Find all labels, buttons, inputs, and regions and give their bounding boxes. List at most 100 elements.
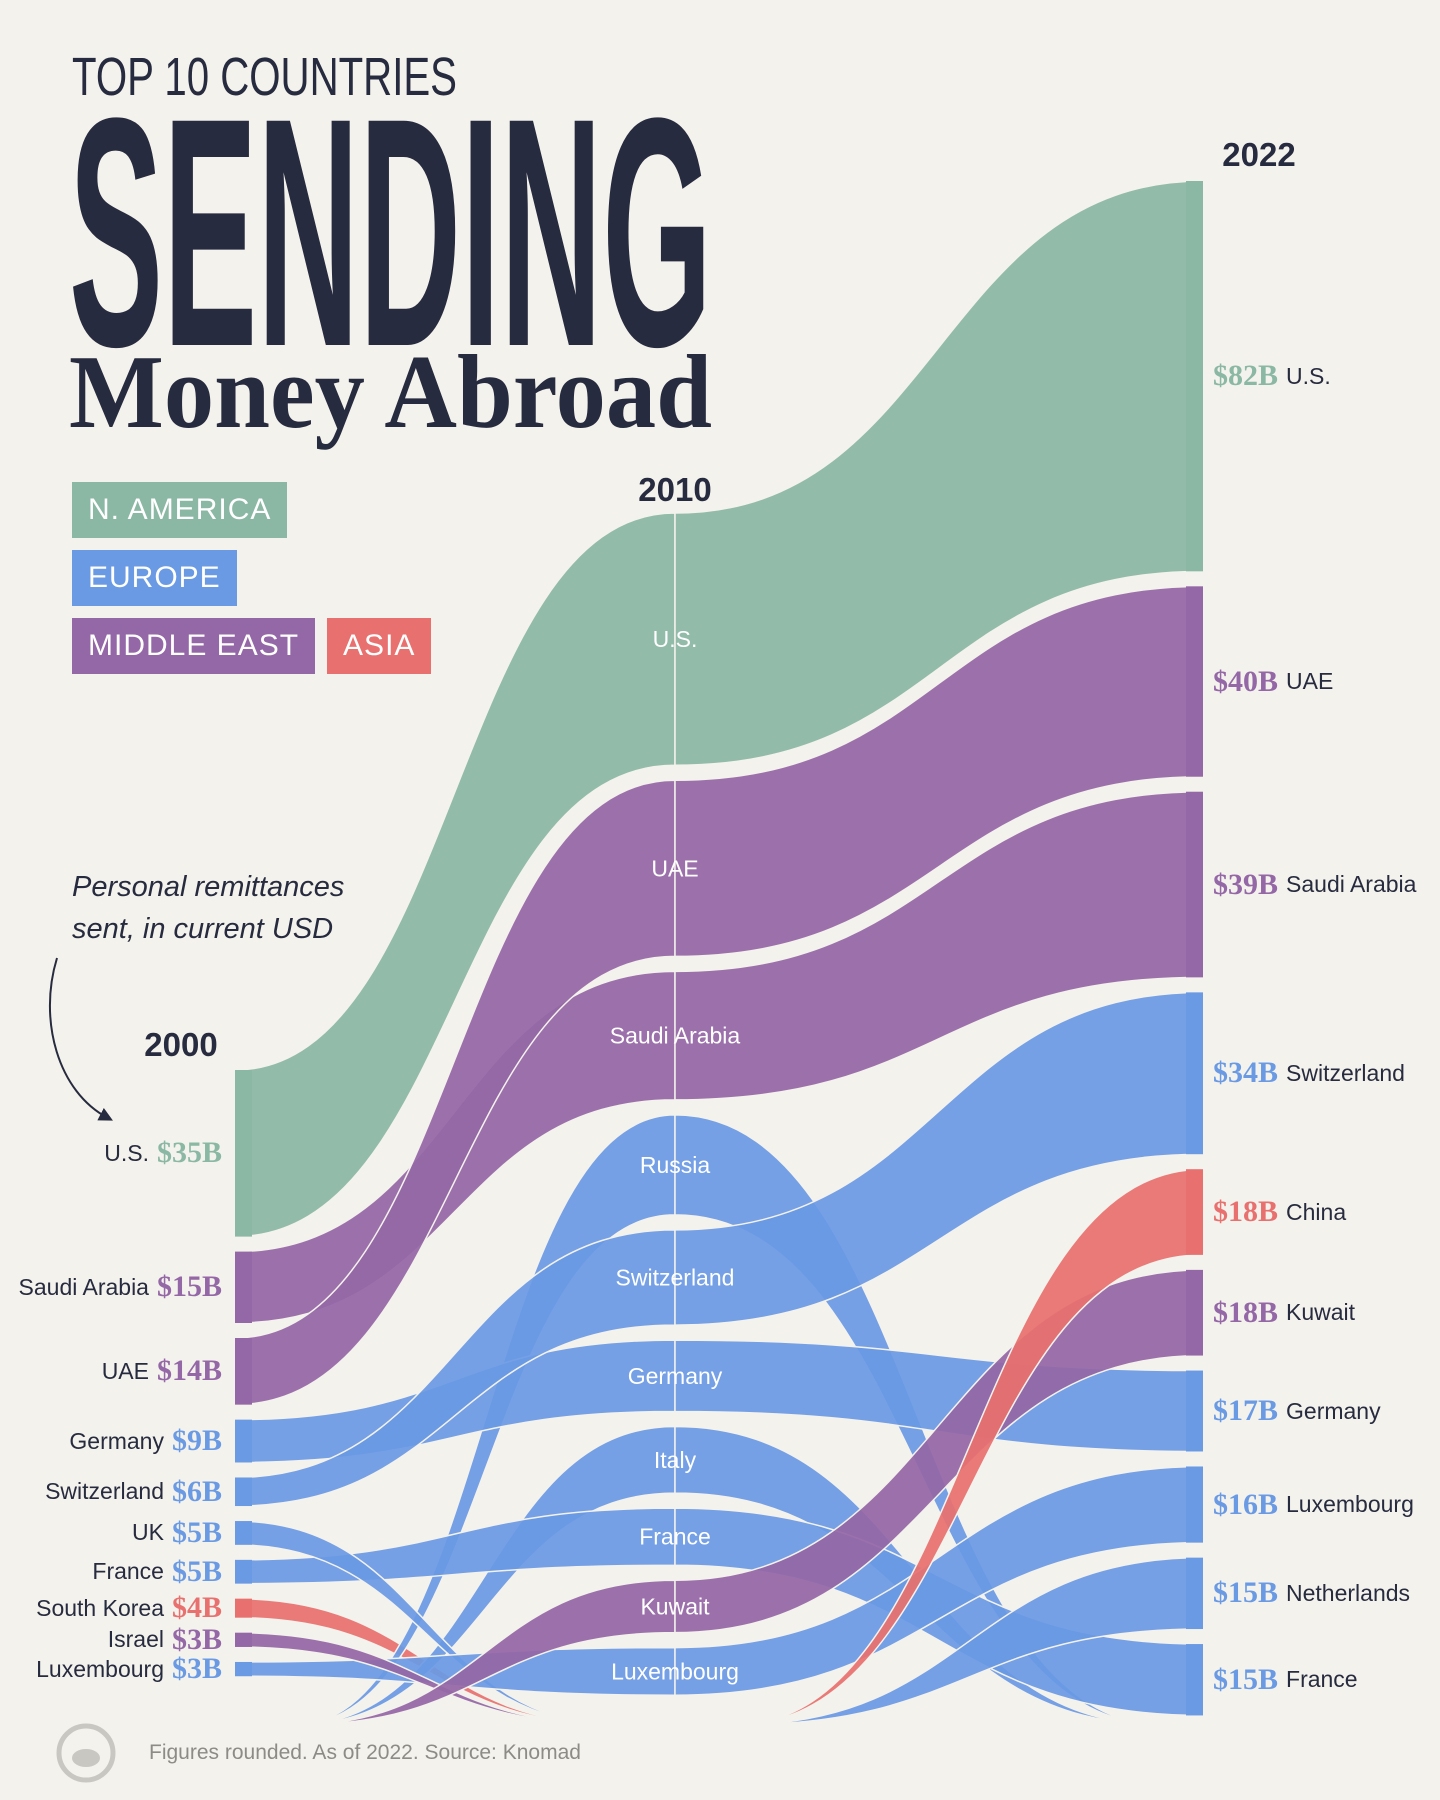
legend-item: ASIA	[327, 618, 432, 674]
value-label: $82B	[1213, 359, 1279, 393]
node-bar	[235, 1521, 252, 1545]
subtitle: Money Abroad	[69, 333, 712, 450]
country-name: Luxembourg	[36, 1655, 164, 1682]
node-label: UK $5B	[132, 1516, 222, 1550]
node-label: $40B UAE	[1213, 665, 1333, 699]
country-name: China	[1286, 1198, 1347, 1225]
value-label: $17B	[1213, 1394, 1279, 1428]
value-label: $15B	[1213, 1662, 1279, 1696]
value-label: $16B	[1213, 1487, 1279, 1521]
labels-2010: U.S. UAE Saudi Arabia Switzerland Kuwait Germ…	[610, 626, 741, 1684]
node-bar	[235, 1070, 252, 1237]
country-name: Saudi Arabia	[1286, 871, 1417, 898]
node-bar	[235, 1251, 252, 1323]
band-label: Russia	[640, 1152, 711, 1178]
node-bar	[1186, 1370, 1203, 1452]
node-label: U.S. $35B	[104, 1136, 222, 1170]
value-label: $5B	[171, 1554, 222, 1588]
node-bar	[1186, 181, 1203, 572]
node-label: Germany $9B	[69, 1424, 222, 1458]
value-label: $18B	[1213, 1195, 1279, 1229]
band-label: Kuwait	[640, 1593, 710, 1619]
node-label: $17B Germany	[1213, 1394, 1381, 1428]
node-label: Saudi Arabia $15B	[19, 1270, 222, 1304]
value-label: $3B	[171, 1622, 222, 1656]
node-label: $16B Luxembourg	[1213, 1488, 1414, 1522]
value-label: $14B	[156, 1354, 222, 1388]
node-bar	[235, 1419, 252, 1463]
node-bar	[1186, 992, 1203, 1155]
legend-item: MIDDLE EAST	[72, 618, 316, 674]
node-bar	[1186, 586, 1203, 777]
value-label: $35B	[156, 1136, 222, 1170]
node-label: $34B Switzerland	[1213, 1056, 1405, 1090]
source: Figures rounded. As of 2022. Source: Kno…	[149, 1741, 581, 1764]
legend-item: EUROPE	[72, 550, 237, 606]
node-bar	[1186, 1466, 1203, 1543]
node-label: $18B Kuwait	[1213, 1296, 1355, 1330]
node-label: $18B China	[1213, 1195, 1346, 1229]
node-label: Luxembourg $3B	[36, 1652, 222, 1686]
value-label: $9B	[171, 1424, 222, 1458]
node-label: South Korea $4B	[36, 1591, 222, 1625]
band-label: Saudi Arabia	[610, 1023, 741, 1049]
country-name: Netherlands	[1286, 1579, 1411, 1606]
logo	[56, 1723, 116, 1783]
country-name: UK	[132, 1519, 164, 1546]
node-bar	[1186, 1557, 1203, 1630]
node-bar	[235, 1559, 252, 1584]
value-label: $15B	[156, 1270, 222, 1304]
value-label: $4B	[171, 1591, 222, 1625]
node-label: $15B France	[1213, 1663, 1358, 1697]
node-label: Israel $3B	[108, 1623, 222, 1657]
node-label: $39B Saudi Arabia	[1213, 868, 1416, 902]
value-label: $15B	[1213, 1576, 1279, 1610]
country-name: UAE	[1286, 668, 1334, 695]
node-label: Switzerland $6B	[45, 1475, 222, 1509]
node-bar	[235, 1661, 252, 1677]
country-name: Germany	[1286, 1397, 1381, 1424]
annotation: Personal remittances sent, in current US…	[72, 871, 345, 946]
country-name: South Korea	[36, 1594, 164, 1621]
band-label: Italy	[654, 1447, 697, 1473]
legend-item: N. AMERICA	[72, 482, 288, 538]
node-label: $15B Netherlands	[1213, 1576, 1410, 1610]
country-name: Saudi Arabia	[18, 1273, 149, 1300]
band-label: U.S.	[653, 626, 698, 652]
year-label: 2010	[638, 471, 711, 508]
year-label: 2022	[1222, 136, 1295, 173]
country-name: Israel	[107, 1626, 164, 1653]
value-label: $3B	[171, 1652, 222, 1686]
band-label: Germany	[628, 1363, 723, 1389]
node-bar	[1186, 791, 1203, 978]
node-bar	[1186, 1269, 1203, 1356]
node-label: France $5B	[92, 1555, 222, 1589]
country-name: Kuwait	[1286, 1299, 1356, 1326]
country-name: France	[92, 1558, 164, 1585]
value-label: $5B	[171, 1515, 222, 1549]
country-name: Switzerland	[1286, 1059, 1405, 1086]
country-name: Germany	[69, 1427, 164, 1454]
node-bar	[235, 1632, 252, 1647]
country-name: U.S.	[104, 1139, 149, 1166]
value-label: $40B	[1213, 664, 1279, 698]
node-bar	[235, 1477, 252, 1507]
country-name: U.S.	[1286, 362, 1331, 389]
kicker: TOP 10 COUNTRIES	[72, 47, 457, 107]
value-label: $6B	[171, 1474, 222, 1508]
node-label: UAE $14B	[102, 1354, 222, 1388]
country-name: Luxembourg	[1286, 1491, 1414, 1518]
country-name: France	[1286, 1666, 1358, 1693]
band-label: France	[639, 1524, 711, 1550]
node-label: $82B U.S.	[1213, 359, 1331, 393]
value-label: $34B	[1213, 1056, 1279, 1090]
country-name: Switzerland	[45, 1478, 164, 1505]
band-label: Switzerland	[616, 1264, 735, 1290]
flows	[234, 180, 1204, 1726]
country-name: UAE	[101, 1357, 149, 1384]
band-label: UAE	[651, 855, 698, 881]
flow-ribbon	[234, 1631, 621, 1726]
annotation-arrow	[49, 957, 113, 1121]
